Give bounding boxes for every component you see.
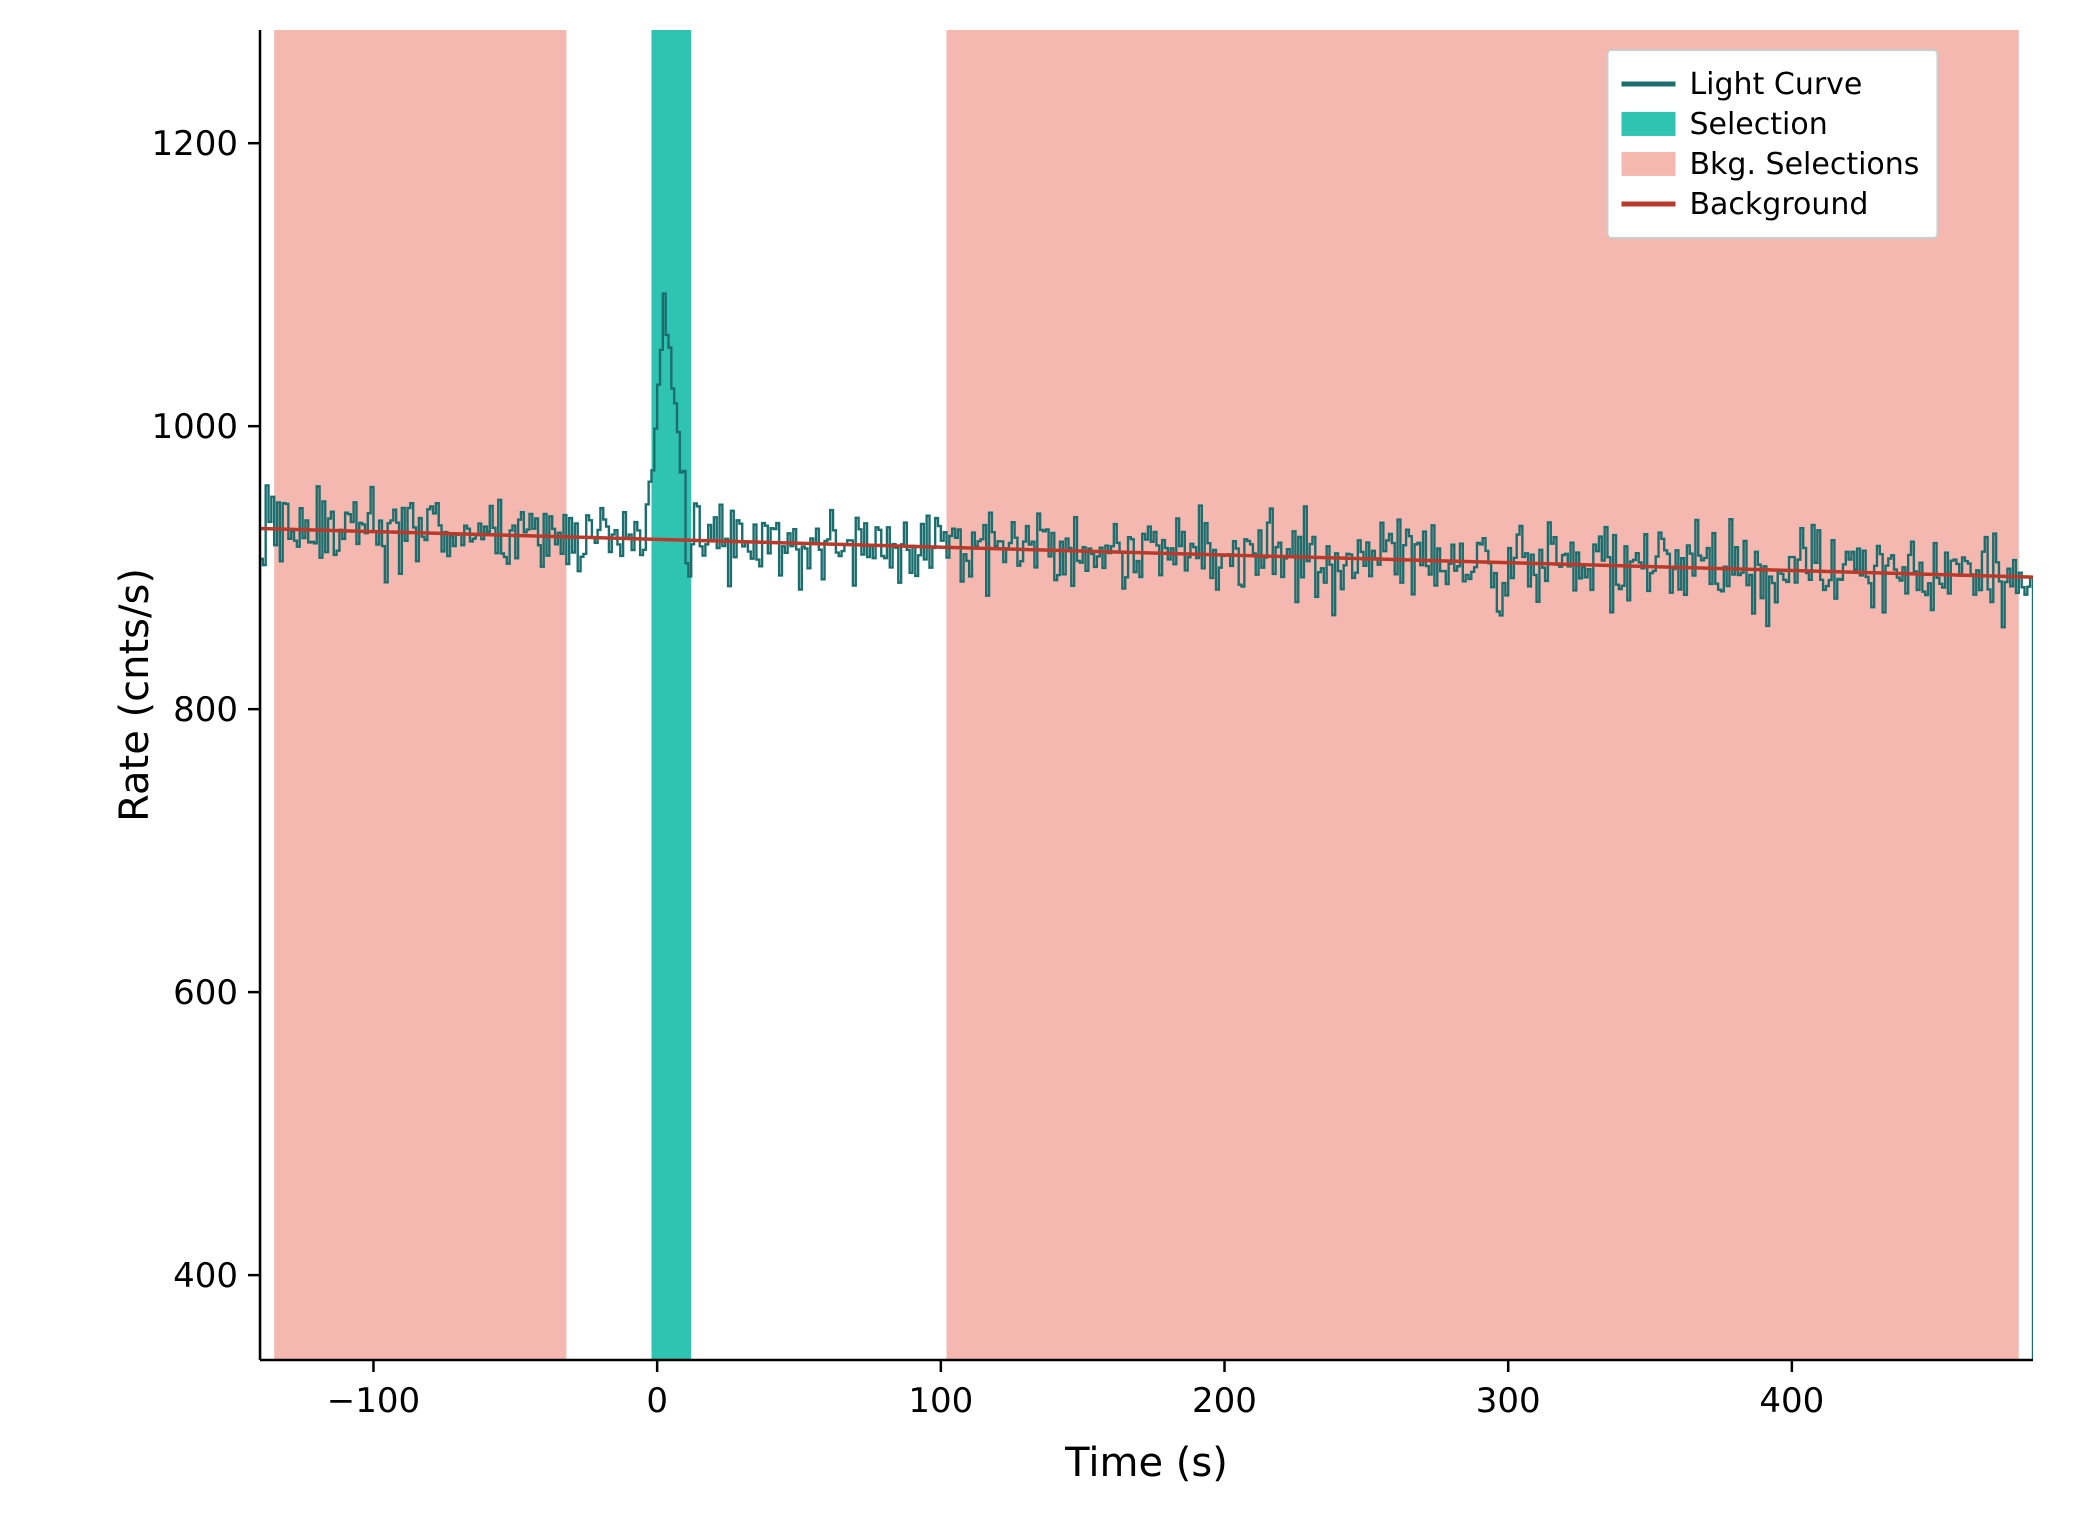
legend: Light Curve Selection Bkg. Selections Backg… [1607, 50, 1937, 238]
legend-label: Selection [1689, 107, 1827, 142]
legend-swatch-patch [1621, 112, 1675, 136]
selection-region [651, 30, 691, 1360]
y-tick-label: 800 [173, 690, 238, 730]
x-tick-label: 100 [908, 1381, 973, 1421]
x-tick-label: −100 [327, 1381, 420, 1421]
x-tick-label: 400 [1759, 1381, 1824, 1421]
legend-swatch-patch [1621, 152, 1675, 176]
legend-label: Light Curve [1689, 67, 1862, 102]
legend-label: Bkg. Selections [1689, 147, 1919, 182]
x-tick-label: 200 [1192, 1381, 1257, 1421]
y-tick-label: 1200 [151, 124, 238, 164]
x-tick-label: 300 [1476, 1381, 1541, 1421]
x-axis-label: Time (s) [1064, 1440, 1228, 1486]
y-tick-label: 1000 [151, 407, 238, 447]
chart-svg: −100 0 100 200 300 400 400 600 800 1000 1200 Time (… [0, 0, 2073, 1540]
y-axis-label: Rate (cnts/s) [112, 568, 158, 822]
bkg-selection-region [274, 30, 566, 1360]
light-curve-chart: −100 0 100 200 300 400 400 600 800 1000 1200 Time (… [0, 0, 2073, 1540]
y-tick-label: 400 [173, 1256, 238, 1296]
x-tick-label: 0 [646, 1381, 668, 1421]
legend-label: Background [1689, 187, 1868, 222]
y-tick-label: 600 [173, 973, 238, 1013]
